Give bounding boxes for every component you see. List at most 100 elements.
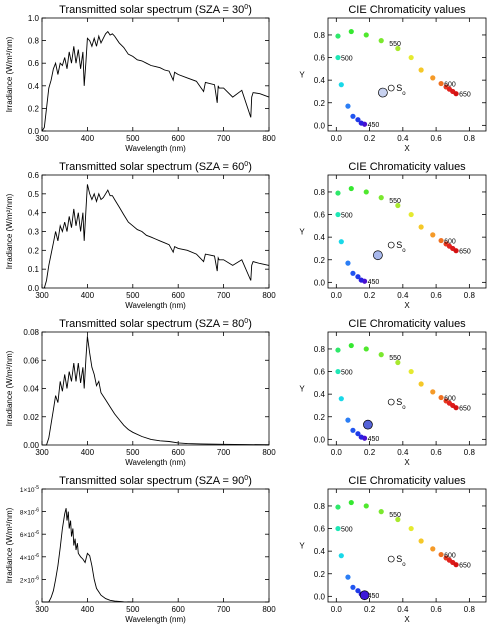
locus-point <box>338 82 344 88</box>
locus-point <box>355 431 361 437</box>
locus-point <box>438 237 444 244</box>
y-tick-label: 0.6 <box>314 54 326 63</box>
y-tick-label: 0.4 <box>314 76 326 85</box>
source-point <box>387 241 395 249</box>
y-tick-label: 0.4 <box>28 82 40 91</box>
wavelength-label: 450 <box>368 593 380 600</box>
wavelength-label: 450 <box>368 122 380 129</box>
y-tick-label: 0.0 <box>314 435 326 444</box>
chart-title: Transmitted solar spectrum (SZA = 600) <box>59 161 252 173</box>
source-label: So <box>396 240 406 254</box>
x-axis-label: Wavelength (nm) <box>125 458 186 467</box>
locus-point <box>338 239 344 245</box>
y-tick-label: 0.6 <box>28 59 40 68</box>
y-tick-label: 0.2 <box>28 246 40 255</box>
chart-title: CIE Chromaticity values <box>348 161 466 173</box>
y-axis-label: Irradiance (W/m²/nm) <box>5 507 14 583</box>
x-axis-label: X <box>404 615 410 624</box>
y-tick-label: 0.4 <box>314 547 326 556</box>
locus-point <box>350 584 356 590</box>
x-tick-label: 0.6 <box>431 291 443 300</box>
spectrum-line <box>41 30 270 132</box>
spectrum-chart-1: Transmitted solar spectrum (SZA = 300) 30… <box>5 4 276 153</box>
chromaticity-chart-4: CIE Chromaticity values 0.0 0.2 0.4 0.6 0.8 0.… <box>299 475 487 624</box>
chart-title-end: ) <box>248 318 252 330</box>
y-tick-label: 0.4 <box>314 233 326 242</box>
y-axis-label: Y <box>299 71 305 80</box>
y-tick-label: 0.0 <box>314 278 326 287</box>
wavelength-label: 550 <box>389 512 401 519</box>
spectrum-chart-4: Transmitted solar spectrum (SZA = 900)30… <box>5 475 276 624</box>
source-label-s: S <box>396 83 402 93</box>
x-tick-label: 500 <box>126 134 140 143</box>
chromaticity-chart-2: CIE Chromaticity values 0.0 0.2 0.4 0.6 0.8 0.… <box>299 161 487 310</box>
x-axis-label: Wavelength (nm) <box>125 301 186 310</box>
chart-title: CIE Chromaticity values <box>348 4 466 16</box>
source-label: So <box>396 397 406 411</box>
locus-point <box>355 588 361 594</box>
y-tick-label: 0.2 <box>314 99 326 108</box>
wavelength-label: 600 <box>444 553 456 560</box>
x-tick-label: 300 <box>35 291 49 300</box>
y-tick-mantissa: 8×10 <box>20 510 35 517</box>
y-tick-label: 0.8 <box>314 31 326 40</box>
y-tick-mantissa: 4×10 <box>20 555 35 562</box>
chart-title-superscript: 0 <box>244 475 248 482</box>
x-tick-label: 0.6 <box>431 605 443 614</box>
chromaticity-chart-3: CIE Chromaticity values 0.0 0.2 0.4 0.6 0.8 0.… <box>299 318 487 467</box>
y-axis-label: Y <box>299 542 305 551</box>
y-tick-label: 0.08 <box>23 328 39 337</box>
locus-point <box>335 504 341 510</box>
locus-point <box>350 113 356 119</box>
y-tick-label: 0.6 <box>28 171 40 180</box>
wavelength-label: 450 <box>368 279 380 286</box>
y-tick-label: 0.2 <box>314 256 326 265</box>
locus-point <box>378 195 384 201</box>
locus-point <box>378 38 384 44</box>
x-tick-label: 500 <box>126 448 140 457</box>
wavelength-label: 550 <box>389 198 401 205</box>
locus-point <box>348 185 354 192</box>
locus-point <box>453 248 459 254</box>
y-tick-label: 0.2 <box>28 104 40 113</box>
x-tick-label: 0.8 <box>464 448 476 457</box>
chart-title-end: ) <box>248 4 252 16</box>
x-tick-label: 0.6 <box>431 134 443 143</box>
sample-point <box>363 419 373 430</box>
x-tick-label: 700 <box>217 291 231 300</box>
sample-point <box>378 87 388 98</box>
locus-point <box>430 75 436 81</box>
sample-point <box>373 250 383 261</box>
locus-point <box>338 396 344 402</box>
wavelength-label: 500 <box>341 56 353 63</box>
x-axis-label: Wavelength (nm) <box>125 144 186 153</box>
chromaticity-chart-1: CIE Chromaticity values 0.0 0.2 0.4 0.6 0.8 0.… <box>299 4 487 153</box>
y-tick-exponent: -6 <box>35 530 40 536</box>
locus-point <box>345 574 351 580</box>
plot-frame <box>327 488 487 603</box>
x-tick-label: 0.8 <box>464 291 476 300</box>
source-label: So <box>396 83 406 97</box>
x-tick-label: 0.4 <box>397 448 409 457</box>
wavelength-label: 650 <box>459 249 471 256</box>
y-tick-label: 0.0 <box>314 121 326 130</box>
locus-point <box>335 190 341 196</box>
plot-frame <box>41 331 270 446</box>
locus-point <box>358 277 364 283</box>
y-tick-label: 8×10-6 <box>20 508 39 517</box>
plot-frame <box>327 174 487 289</box>
y-tick-label: 0.2 <box>314 570 326 579</box>
wavelength-label: 500 <box>341 370 353 377</box>
chart-title: CIE Chromaticity values <box>348 318 466 330</box>
wavelength-label: 650 <box>459 563 471 570</box>
locus-point <box>453 91 459 97</box>
locus-point <box>395 359 401 366</box>
x-tick-label: 0.8 <box>464 605 476 614</box>
locus-point <box>430 232 436 238</box>
x-tick-label: 0.0 <box>331 291 343 300</box>
source-label-s: S <box>396 397 402 407</box>
locus-point <box>335 54 341 61</box>
y-tick-exponent: -6 <box>35 553 40 559</box>
x-tick-label: 800 <box>262 134 276 143</box>
x-tick-label: 0.0 <box>331 134 343 143</box>
